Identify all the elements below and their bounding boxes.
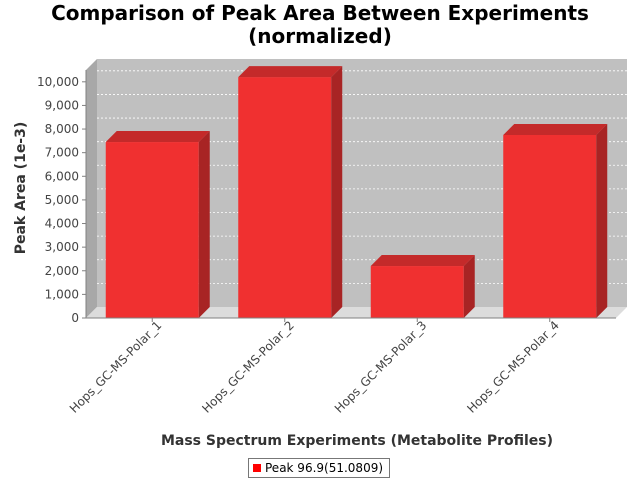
y-tick-label: 4,000 xyxy=(45,217,79,231)
chart-title-line-1: Comparison of Peak Area Between Experime… xyxy=(51,1,589,25)
y-axis-label: Peak Area (1e-3) xyxy=(13,122,29,255)
y-tick-label: 5,000 xyxy=(45,193,79,207)
y-tick-label: 1,000 xyxy=(45,287,79,301)
x-axis-label: Mass Spectrum Experiments (Metabolite Pr… xyxy=(161,433,553,449)
legend: Peak 96.9(51.0809) xyxy=(248,458,391,478)
bar-4 xyxy=(503,134,597,318)
legend-label: Peak 96.9(51.0809) xyxy=(265,461,384,475)
y-tick-label: 3,000 xyxy=(45,240,79,254)
legend-swatch xyxy=(253,464,261,472)
y-tick-label: 8,000 xyxy=(45,122,79,136)
chart-title: Comparison of Peak Area Between Experime… xyxy=(0,2,640,48)
plot-left-wall xyxy=(86,59,97,318)
bar-1-side xyxy=(198,131,210,318)
y-tick-label: 9,000 xyxy=(45,98,79,112)
bar-3-side xyxy=(463,255,475,318)
chart-title-line-2: (normalized) xyxy=(248,24,392,48)
plot-floor xyxy=(86,307,627,318)
y-tick-label: 0 xyxy=(71,311,79,325)
bar-2-top xyxy=(238,66,343,78)
bar-4-top xyxy=(503,123,608,135)
bar-1-top xyxy=(105,131,210,143)
bar-4-side xyxy=(596,123,608,318)
y-tick-label: 10,000 xyxy=(37,75,79,89)
bar-1 xyxy=(105,142,199,318)
y-tick-label: 2,000 xyxy=(45,264,79,278)
bars xyxy=(105,66,608,318)
bar-3 xyxy=(370,266,464,318)
y-tick-label: 7,000 xyxy=(45,146,79,160)
bar-2-side xyxy=(331,66,343,318)
bar-3-top xyxy=(370,255,475,267)
y-tick-label: 6,000 xyxy=(45,169,79,183)
x-tick-label: Hops_GC-MS-Polar_4 xyxy=(464,318,562,416)
bar-2 xyxy=(238,77,332,318)
x-tick-label: Hops_GC-MS-Polar_2 xyxy=(199,318,297,416)
x-tick-label: Hops_GC-MS-Polar_1 xyxy=(67,318,165,416)
x-tick-label: Hops_GC-MS-Polar_3 xyxy=(332,318,430,416)
